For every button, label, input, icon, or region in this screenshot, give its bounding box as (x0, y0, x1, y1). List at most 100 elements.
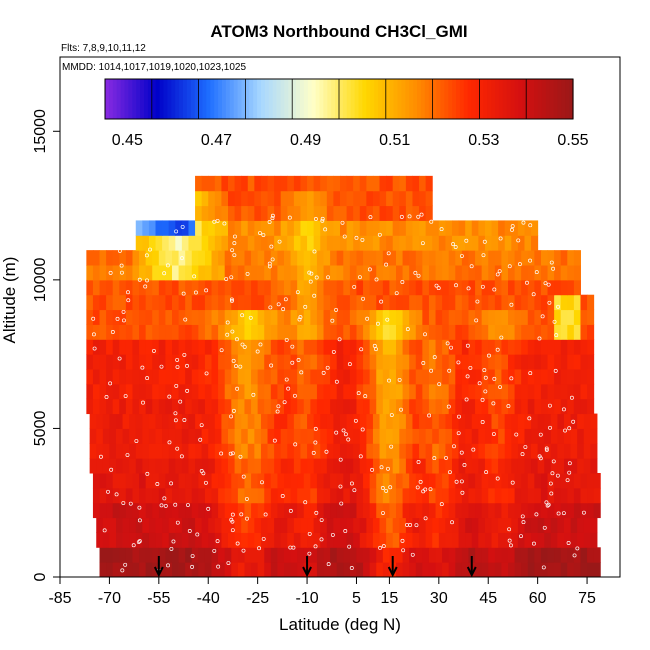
field-cell (106, 562, 114, 577)
field-cell (369, 398, 377, 415)
sample-point (307, 270, 312, 275)
colorbar-segment (241, 79, 246, 119)
field-cell (316, 398, 325, 415)
field-cell (254, 175, 262, 192)
colorbar-segment (128, 79, 133, 119)
field-cell (484, 517, 493, 533)
field-cell (247, 190, 255, 207)
field-cell (389, 354, 397, 370)
field-cell (106, 279, 114, 296)
sample-point (326, 562, 331, 567)
sample-point (420, 241, 425, 246)
field-cell (102, 443, 110, 459)
field-cell (363, 294, 371, 311)
field-cell (484, 235, 493, 251)
field-cell (270, 473, 278, 489)
field-cell (152, 324, 160, 340)
field-cell (560, 279, 568, 296)
field-cell (336, 339, 344, 355)
sample-point (162, 271, 167, 276)
field-cell (178, 250, 186, 266)
field-cell (577, 532, 585, 548)
field-cell (554, 250, 562, 266)
field-cell (316, 473, 325, 489)
field-cell (142, 532, 150, 548)
x-axis-label: Latitude (deg N) (279, 615, 401, 634)
field-cell (468, 502, 476, 519)
field-cell (168, 428, 176, 444)
field-cell (372, 458, 381, 474)
field-cell (580, 294, 588, 311)
field-cell (284, 265, 292, 281)
field-cell (353, 428, 361, 444)
sample-point (520, 452, 525, 457)
field-cell (442, 324, 450, 340)
field-cell (527, 324, 535, 340)
field-cell (168, 220, 176, 236)
field-cell (379, 235, 387, 251)
field-cell (280, 413, 288, 429)
field-cell (336, 487, 344, 504)
field-cell (204, 294, 213, 311)
field-cell (323, 339, 331, 355)
sample-point (528, 371, 533, 376)
field-cell (534, 502, 542, 519)
field-cell (386, 443, 394, 459)
field-cell (415, 398, 423, 415)
sample-point (429, 219, 434, 224)
field-cell (590, 443, 598, 459)
field-cell (139, 562, 147, 577)
field-cell (488, 265, 496, 281)
field-cell (343, 383, 351, 400)
field-cell (270, 562, 278, 577)
field-cell (386, 235, 394, 251)
field-cell (531, 458, 539, 474)
sample-point (464, 397, 469, 402)
sample-point (245, 516, 249, 521)
field-cell (514, 487, 522, 504)
field-cell (340, 190, 348, 207)
field-cell (218, 547, 226, 563)
field-cell (504, 443, 512, 459)
field-cell (389, 279, 397, 296)
field-cell (244, 383, 252, 400)
field-cell (198, 294, 206, 311)
field-cell (132, 473, 140, 489)
field-cell (455, 250, 463, 266)
field-cell (514, 473, 522, 489)
field-cell (369, 547, 377, 563)
field-cell (570, 413, 578, 429)
field-cell (293, 205, 301, 221)
field-cell (409, 309, 417, 325)
field-cell (241, 190, 249, 207)
sample-point (434, 283, 439, 288)
colorbar-tick-label: 0.51 (379, 132, 410, 149)
field-cell (353, 532, 361, 548)
sample-point (232, 241, 237, 246)
field-cell (409, 324, 417, 340)
field-cell (323, 324, 331, 340)
sample-point (377, 232, 382, 237)
sample-point (143, 284, 148, 289)
field-cell (372, 220, 381, 236)
field-cell (484, 458, 493, 474)
sample-point (545, 503, 550, 508)
field-cell (557, 428, 565, 444)
sample-point (272, 438, 277, 443)
sample-point (314, 275, 319, 280)
field-cell (484, 220, 493, 236)
field-cell (478, 428, 486, 444)
field-cell (244, 547, 252, 563)
field-cell (224, 562, 232, 577)
field-cell (303, 339, 311, 355)
field-cell (109, 532, 117, 548)
field-cell (521, 473, 529, 489)
sample-point (169, 546, 174, 551)
field-cell (152, 473, 160, 489)
field-cell (567, 294, 575, 311)
field-cell (415, 279, 423, 296)
sample-point (145, 376, 150, 381)
sample-point (544, 500, 549, 505)
field-cell (218, 339, 226, 355)
